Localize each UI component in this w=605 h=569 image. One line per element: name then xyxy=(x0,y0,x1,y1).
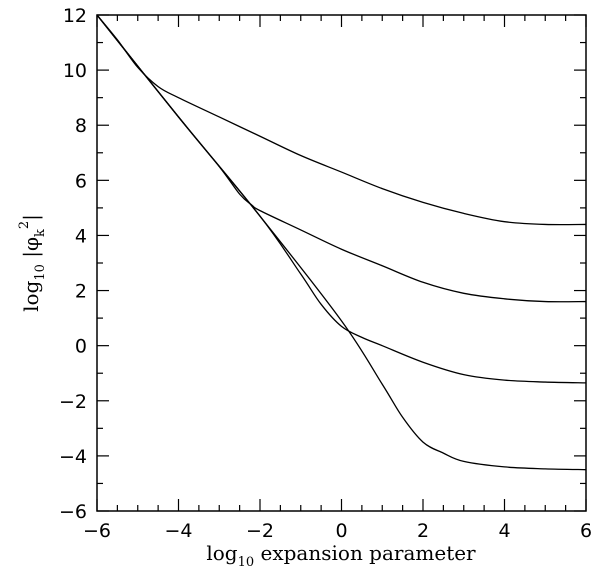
y-tick-label: 12 xyxy=(63,5,87,27)
series-line-4 xyxy=(96,14,587,471)
y-tick-label: 4 xyxy=(75,225,87,247)
x-tick-label: 2 xyxy=(417,520,429,542)
tick-labels: −6 −4 −2 0 2 4 6 −6 −4 −2 0 2 4 6 8 10 12 xyxy=(59,5,592,542)
y-tick-label: 8 xyxy=(75,115,87,137)
series-line-2 xyxy=(96,14,587,303)
y-tick-label: −2 xyxy=(59,391,87,413)
y-tick-label: 6 xyxy=(75,170,87,192)
plot-frame xyxy=(96,14,587,512)
x-tick-label: −4 xyxy=(164,520,192,542)
y-tick-label: 0 xyxy=(75,336,87,358)
y-tick-label: −4 xyxy=(59,446,87,468)
x-axis-title: log10 expansion parameter xyxy=(206,541,476,569)
y-tick-label: 10 xyxy=(63,60,87,82)
x-tick-label: 0 xyxy=(335,520,347,542)
x-tick-label: −2 xyxy=(246,520,274,542)
series-line-3 xyxy=(96,14,587,384)
y-tick-label: 2 xyxy=(75,281,87,303)
x-tick-label: 6 xyxy=(580,520,592,542)
y-tick-label: −6 xyxy=(59,501,87,523)
data-series xyxy=(96,14,587,471)
y-axis-title: log10 |φk2| xyxy=(17,214,48,312)
axis-ticks xyxy=(96,14,587,512)
x-tick-label: −6 xyxy=(83,520,111,542)
x-tick-label: 4 xyxy=(498,520,510,542)
series-line-1 xyxy=(96,14,587,226)
